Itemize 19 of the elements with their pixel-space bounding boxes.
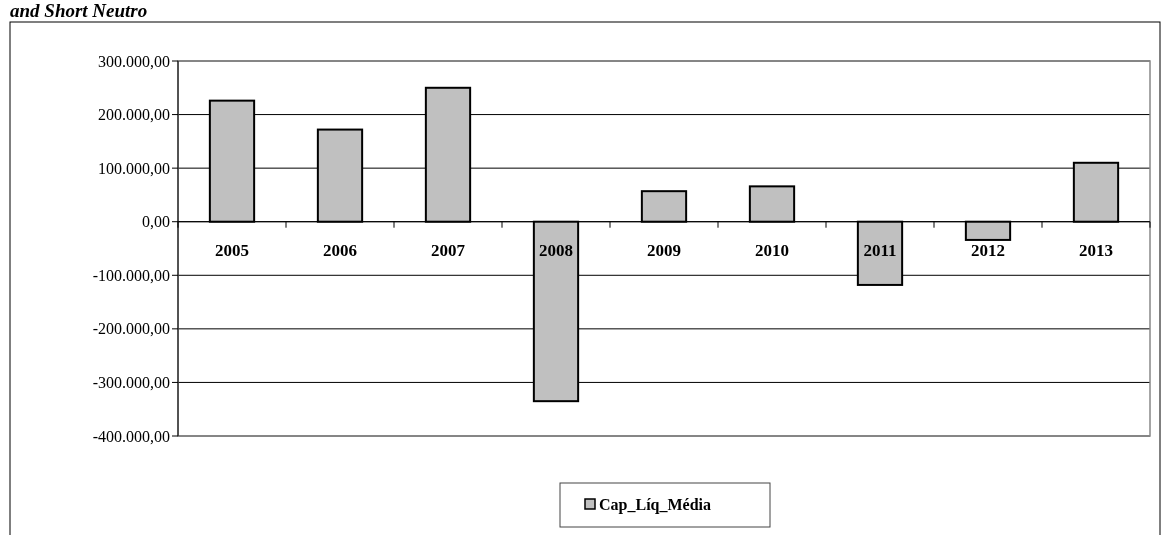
y-tick-label: 300.000,00 [98, 52, 170, 70]
x-tick-label: 2012 [971, 240, 1005, 260]
y-tick-label: -300.000,00 [92, 374, 170, 392]
y-tick-label: -100.000,00 [92, 266, 170, 284]
y-tick-label: -400.000,00 [92, 427, 170, 445]
x-tick-label: 2008 [539, 240, 573, 260]
x-tick-label: 2007 [431, 240, 466, 260]
x-tick-label: 2009 [647, 240, 681, 260]
x-tick-label: 2011 [863, 240, 897, 260]
x-tick-label: 2013 [1079, 240, 1113, 260]
y-tick-label: 100.000,00 [98, 159, 170, 177]
y-tick-label: 0,00 [142, 213, 170, 231]
x-tick-label: 2006 [323, 240, 357, 260]
y-tick-label: 200.000,00 [98, 106, 170, 124]
chart-title: and Short Neutro [10, 0, 148, 21]
y-tick-label: -200.000,00 [92, 320, 170, 338]
x-tick-label: 2005 [215, 240, 249, 260]
x-tick-label: 2010 [755, 240, 789, 260]
legend-label: Cap_Líq_Média [599, 496, 712, 514]
